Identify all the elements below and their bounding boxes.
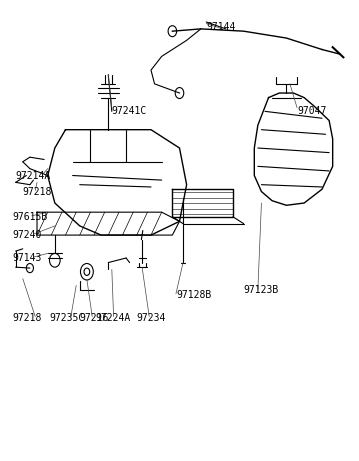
Text: 97047: 97047 [297, 106, 326, 116]
Text: 97241C: 97241C [112, 106, 147, 116]
Text: 97143: 97143 [12, 253, 41, 263]
Text: 97214A: 97214A [16, 171, 51, 181]
Text: 97234: 97234 [137, 313, 166, 323]
Text: 97240: 97240 [12, 230, 41, 240]
Text: 97615B: 97615B [12, 212, 47, 222]
Text: 97216: 97216 [80, 313, 109, 323]
Text: 97224A: 97224A [96, 313, 131, 323]
Text: 97218: 97218 [23, 187, 52, 196]
Text: 97144: 97144 [206, 22, 236, 32]
Text: 97218: 97218 [12, 313, 41, 323]
Text: 97123B: 97123B [244, 285, 279, 295]
Text: 97235C: 97235C [50, 313, 85, 323]
Text: 97128B: 97128B [176, 290, 211, 300]
